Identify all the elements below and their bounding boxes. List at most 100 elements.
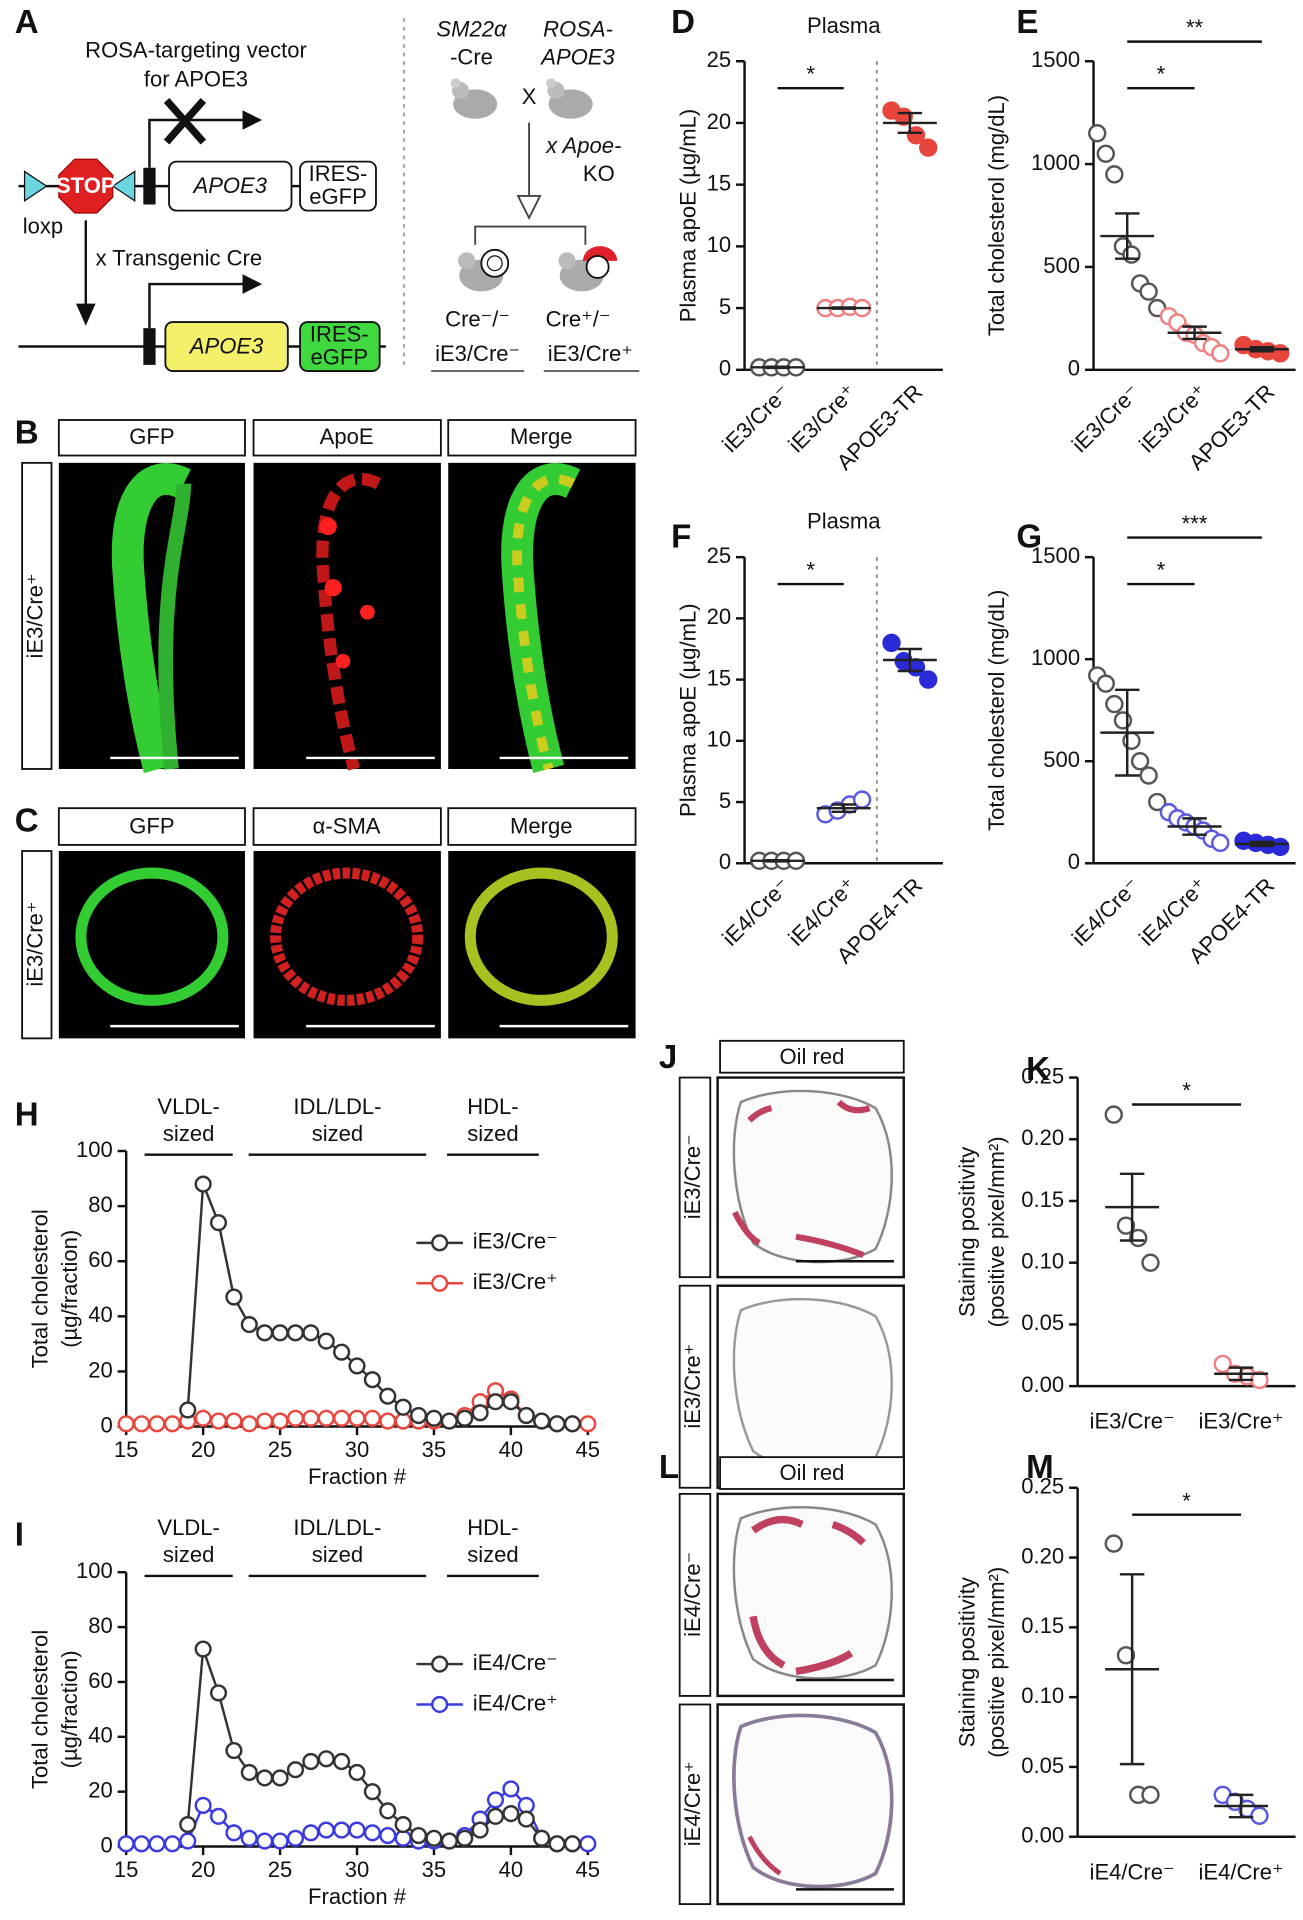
row-header: iE3/Cre⁺ (23, 573, 48, 658)
data-point (1271, 344, 1290, 363)
histology-j: Oil red iE3/Cre⁻ iE3/Cre⁺ (678, 1039, 905, 1489)
x-tick-label: 25 (268, 1437, 293, 1462)
group-label: iE3/Cre⁻ (435, 341, 520, 366)
x-tick-label: iE4/Cre⁺ (1199, 1859, 1284, 1884)
x-tick-label: 40 (499, 1437, 524, 1462)
reporter-label: IRES- (310, 321, 369, 346)
y-tick-label: 0 (100, 1412, 112, 1437)
data-point (194, 1796, 212, 1814)
data-point (240, 1316, 258, 1334)
histology-j-shape (732, 1297, 893, 1472)
histology-l-shape (747, 1835, 782, 1876)
region-label: sized (312, 1121, 363, 1146)
y-tick-label: 20 (707, 604, 732, 629)
data-point (194, 1409, 212, 1427)
data-point (256, 1832, 274, 1850)
vector-diagram-shape (242, 274, 263, 294)
histology-l-shape (719, 1456, 905, 1490)
region-label: VLDL- (157, 1094, 219, 1119)
data-point (1105, 694, 1124, 714)
panel-label: B (15, 414, 39, 451)
histology-l-shape (716, 1492, 905, 1698)
mouse-label: SM22α (436, 16, 508, 41)
y-tick-label: 20 (88, 1357, 113, 1382)
data-point (302, 1324, 320, 1342)
y-tick-label: 15 (707, 170, 732, 195)
data-point (1088, 124, 1107, 143)
data-point (333, 1752, 351, 1771)
region-label: sized (163, 1542, 214, 1567)
x-axis-label: Fraction # (308, 1464, 407, 1489)
data-point (379, 1826, 397, 1845)
breeding-scheme-shape (558, 252, 576, 270)
y-tick-label: 20 (707, 109, 732, 134)
y-tick-label: 20 (88, 1778, 113, 1803)
data-point (379, 1387, 397, 1405)
breeding-scheme-shape (458, 252, 476, 270)
micrographs-c-shape (252, 807, 442, 846)
histology-j-shape (678, 1284, 712, 1489)
data-point (148, 1415, 166, 1433)
panel-label: M (1026, 1449, 1054, 1486)
group-label: iE3/Cre⁺ (548, 341, 633, 366)
data-point (240, 1415, 258, 1433)
column-header: ApoE (320, 424, 374, 449)
data-point (240, 1763, 258, 1782)
x-tick-label: 30 (345, 1857, 370, 1882)
y-tick-label: 0 (1068, 849, 1080, 874)
vector-diagram-shape (242, 110, 263, 130)
y-tick-label: 10 (707, 727, 732, 752)
backcross-label: x Apoe- (545, 133, 621, 158)
y-tick-label: 100 (76, 1137, 113, 1162)
micrographs-c: GFP α-SMA Merge iE3/Cre⁺ (21, 807, 637, 1040)
data-point (302, 1824, 320, 1842)
data-point (1122, 245, 1141, 264)
data-point (348, 1821, 366, 1839)
data-point (1141, 1785, 1160, 1805)
vector-diagram-shape (111, 170, 136, 202)
histology-j-shape (732, 1089, 893, 1264)
y-axis-label: (µg/fraction) (57, 1230, 82, 1348)
x-tick-label: 45 (576, 1437, 601, 1462)
y-tick-label: 0.00 (1021, 1372, 1064, 1397)
stop-label: STOP (56, 173, 116, 198)
y-tick-label: 0.25 (1021, 1474, 1064, 1499)
data-point (517, 1406, 535, 1425)
y-axis-label: (µg/fraction) (57, 1650, 82, 1768)
y-axis-label: Staining positivity (954, 1147, 979, 1317)
y-tick-label: 0.20 (1021, 1125, 1064, 1150)
region-label: sized (467, 1121, 518, 1146)
y-tick-label: 0.05 (1021, 1753, 1064, 1778)
micrographs-b: GFP ApoE Merge iE3/Cre⁺ (21, 419, 637, 774)
significance-label: * (1157, 558, 1166, 583)
legend-label: iE4/Cre⁻ (473, 1650, 558, 1675)
data-point (209, 1412, 228, 1430)
panel-label: K (1026, 1051, 1050, 1088)
gene-label: APOE3 (192, 173, 268, 198)
data-point (394, 1398, 412, 1416)
data-point (394, 1816, 412, 1834)
reporter-label: IRES- (309, 161, 368, 186)
micrographs-b-shape (252, 419, 442, 457)
data-point (579, 1835, 597, 1853)
data-point (486, 1791, 505, 1809)
y-axis-label: Total cholesterol (mg/dL) (984, 95, 1009, 336)
data-point (194, 1175, 212, 1193)
data-point (533, 1829, 551, 1847)
region-label: VLDL- (157, 1515, 219, 1540)
data-point (363, 1371, 381, 1389)
row-header: iE4/Cre⁻ (680, 1552, 705, 1637)
y-tick-label: 1000 (1031, 645, 1080, 670)
vector-diagram-shape (163, 97, 207, 145)
data-point (502, 1393, 520, 1411)
x-tick-label: 40 (499, 1857, 524, 1882)
data-point (1113, 711, 1133, 730)
mouse-label: -Cre (450, 45, 493, 70)
data-point (456, 1409, 474, 1427)
breeding-scheme-shape (480, 248, 510, 278)
panel-label: H (15, 1096, 39, 1133)
column-header: GFP (129, 424, 174, 449)
y-tick-label: 0.10 (1021, 1683, 1064, 1708)
